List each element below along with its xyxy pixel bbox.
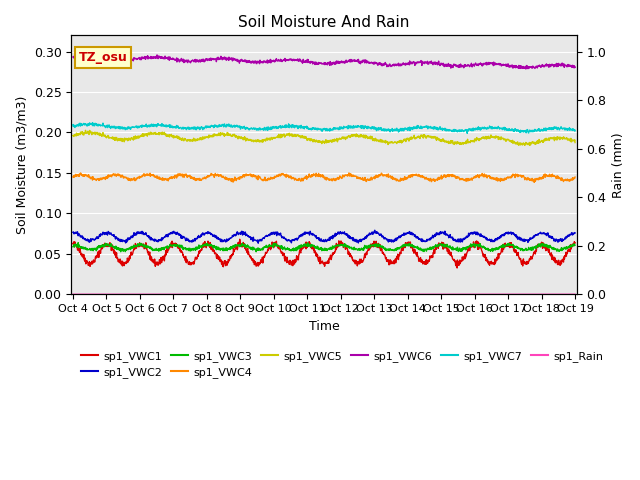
Legend: sp1_VWC1, sp1_VWC2, sp1_VWC3, sp1_VWC4, sp1_VWC5, sp1_VWC6, sp1_VWC7, sp1_Rain: sp1_VWC1, sp1_VWC2, sp1_VWC3, sp1_VWC4, … [77,347,607,383]
Y-axis label: Soil Moisture (m3/m3): Soil Moisture (m3/m3) [15,96,28,234]
Text: TZ_osu: TZ_osu [79,51,127,64]
Title: Soil Moisture And Rain: Soil Moisture And Rain [238,15,410,30]
X-axis label: Time: Time [308,320,339,333]
Y-axis label: Rain (mm): Rain (mm) [612,132,625,198]
